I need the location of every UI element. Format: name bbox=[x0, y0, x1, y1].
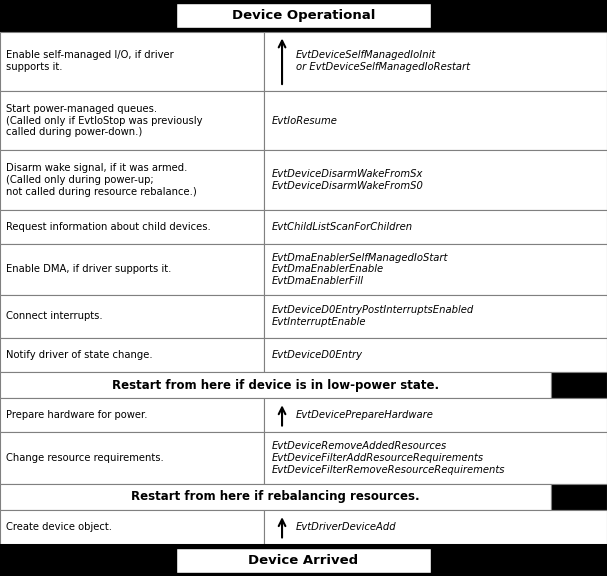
Text: EvtChildListScanForChildren: EvtChildListScanForChildren bbox=[272, 222, 413, 232]
Bar bbox=[264, 150, 607, 210]
Text: Request information about child devices.: Request information about child devices. bbox=[6, 222, 211, 232]
Bar bbox=[0, 544, 607, 576]
Text: Device Arrived: Device Arrived bbox=[248, 554, 359, 567]
Bar bbox=[0, 433, 264, 484]
Bar bbox=[551, 372, 607, 399]
Text: EvtDeviceSelfManagedIoInit
or EvtDeviceSelfManagedIoRestart: EvtDeviceSelfManagedIoInit or EvtDeviceS… bbox=[296, 51, 470, 72]
Text: Prepare hardware for power.: Prepare hardware for power. bbox=[6, 411, 148, 420]
Bar bbox=[0, 91, 264, 150]
Bar bbox=[0, 295, 264, 338]
Text: EvtDeviceD0EntryPostInterruptsEnabled
EvtInterruptEnable: EvtDeviceD0EntryPostInterruptsEnabled Ev… bbox=[272, 305, 474, 327]
Bar bbox=[264, 510, 607, 544]
Bar bbox=[0, 338, 264, 372]
Bar bbox=[0, 510, 264, 544]
Text: EvtDriverDeviceAdd: EvtDriverDeviceAdd bbox=[296, 522, 396, 532]
Bar bbox=[0, 244, 264, 295]
Bar bbox=[264, 32, 607, 91]
Text: EvtDeviceD0Entry: EvtDeviceD0Entry bbox=[272, 350, 363, 359]
Text: EvtIoResume: EvtIoResume bbox=[272, 116, 338, 126]
Bar bbox=[0, 399, 264, 433]
Bar bbox=[551, 484, 607, 510]
Text: Restart from here if rebalancing resources.: Restart from here if rebalancing resourc… bbox=[131, 490, 420, 503]
Text: EvtDevicePrepareHardware: EvtDevicePrepareHardware bbox=[296, 411, 434, 420]
Text: Change resource requirements.: Change resource requirements. bbox=[6, 453, 164, 463]
Bar bbox=[264, 295, 607, 338]
Text: EvtDeviceDisarmWakeFromSx
EvtDeviceDisarmWakeFromS0: EvtDeviceDisarmWakeFromSx EvtDeviceDisar… bbox=[272, 169, 424, 191]
Text: Notify driver of state change.: Notify driver of state change. bbox=[6, 350, 152, 359]
Bar bbox=[264, 210, 607, 244]
Text: Disarm wake signal, if it was armed.
(Called only during power-up;
not called du: Disarm wake signal, if it was armed. (Ca… bbox=[6, 164, 197, 196]
Text: EvtDmaEnablerSelfManagedIoStart
EvtDmaEnablerEnable
EvtDmaEnablerFill: EvtDmaEnablerSelfManagedIoStart EvtDmaEn… bbox=[272, 253, 449, 286]
Text: EvtDeviceRemoveAddedResources
EvtDeviceFilterAddResourceRequirements
EvtDeviceFi: EvtDeviceRemoveAddedResources EvtDeviceF… bbox=[272, 441, 506, 475]
Text: Connect interrupts.: Connect interrupts. bbox=[6, 311, 103, 321]
Text: Start power-managed queues.
(Called only if EvtIoStop was previously
called duri: Start power-managed queues. (Called only… bbox=[6, 104, 203, 137]
Bar bbox=[176, 3, 431, 28]
Bar bbox=[264, 91, 607, 150]
Bar bbox=[264, 399, 607, 433]
Bar bbox=[264, 244, 607, 295]
Bar bbox=[264, 338, 607, 372]
Bar bbox=[0, 0, 607, 32]
Bar bbox=[0, 210, 264, 244]
Bar bbox=[264, 433, 607, 484]
Text: Enable DMA, if driver supports it.: Enable DMA, if driver supports it. bbox=[6, 264, 171, 274]
Text: Create device object.: Create device object. bbox=[6, 522, 112, 532]
Bar bbox=[176, 548, 431, 573]
Bar bbox=[0, 150, 264, 210]
Bar bbox=[0, 32, 264, 91]
Text: Restart from here if device is in low-power state.: Restart from here if device is in low-po… bbox=[112, 378, 439, 392]
Text: Device Operational: Device Operational bbox=[232, 9, 375, 22]
Bar bbox=[0, 372, 551, 399]
Bar bbox=[0, 484, 551, 510]
Text: Enable self-managed I/O, if driver
supports it.: Enable self-managed I/O, if driver suppo… bbox=[6, 51, 174, 72]
